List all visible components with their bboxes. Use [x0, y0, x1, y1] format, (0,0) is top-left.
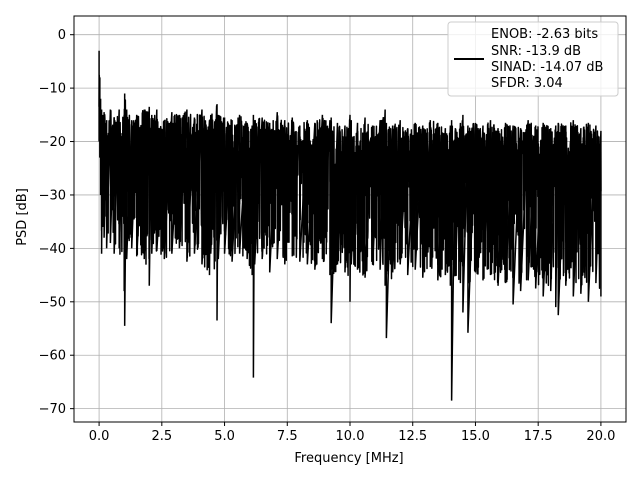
x-tick-label: 15.0 — [461, 429, 490, 444]
legend-snr: SNR: -13.9 dB — [491, 44, 581, 59]
y-axis-label: PSD [dB] — [15, 188, 30, 246]
x-tick-label: 17.5 — [524, 429, 553, 444]
psd-series-spikes — [98, 50, 602, 401]
y-tick-label: −70 — [39, 402, 66, 417]
x-tick-label: 5.0 — [214, 429, 235, 444]
x-tick-label: 10.0 — [336, 429, 365, 444]
y-tick-label: −20 — [39, 135, 66, 150]
legend-sinad: SINAD: -14.07 dB — [491, 60, 603, 75]
x-tick-label: 20.0 — [586, 429, 615, 444]
y-tick-label: −10 — [39, 82, 66, 97]
legend: ENOB: -2.63 bits SNR: -13.9 dB SINAD: -1… — [447, 21, 619, 97]
x-tick-label: 12.5 — [398, 429, 427, 444]
legend-box — [447, 21, 619, 97]
x-tick-label: 0.0 — [89, 429, 110, 444]
y-tick-label: −50 — [39, 295, 66, 310]
legend-sfdr: SFDR: 3.04 — [491, 76, 563, 91]
y-tick-label: −60 — [39, 349, 66, 364]
y-tick-label: −30 — [39, 188, 66, 203]
x-axis-label: Frequency [MHz] — [294, 451, 403, 466]
y-axis-ticks: 0 −10 −20 −30 −40 −50 −60 −70 — [39, 28, 74, 417]
plot-area — [98, 50, 602, 401]
x-tick-label: 2.5 — [151, 429, 172, 444]
x-tick-label: 7.5 — [277, 429, 298, 444]
x-axis-ticks: 0.0 2.5 5.0 7.5 10.0 12.5 15.0 17.5 20.0 — [89, 422, 615, 444]
y-tick-label: 0 — [58, 28, 66, 43]
legend-enob: ENOB: -2.63 bits — [491, 27, 598, 42]
y-tick-label: −40 — [39, 242, 66, 257]
